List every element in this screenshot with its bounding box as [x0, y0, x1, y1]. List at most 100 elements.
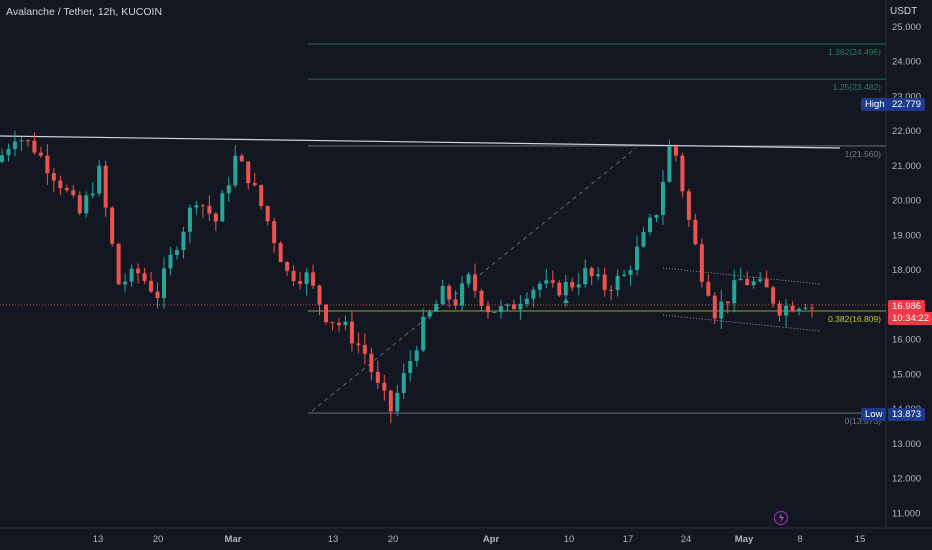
lightning-icon[interactable] — [773, 510, 789, 526]
candle-body — [434, 303, 439, 312]
candle-body — [673, 146, 678, 156]
candle-body — [246, 161, 251, 184]
candle-body — [777, 303, 782, 316]
fib-level-label: 0.382(16.809) — [828, 314, 881, 324]
candle-body — [64, 188, 69, 191]
candle-body — [84, 195, 89, 214]
candle-body — [699, 244, 704, 282]
candle-body — [239, 155, 244, 162]
candle-body — [511, 304, 516, 310]
candle-body — [324, 304, 328, 323]
candle-body — [395, 392, 400, 412]
candle-body — [298, 281, 303, 284]
candle-body — [693, 219, 698, 245]
candle-body — [667, 146, 672, 182]
x-tick-label: 13 — [328, 534, 339, 545]
candle-body — [648, 217, 652, 233]
last-price-badge: 16.986 — [888, 300, 926, 313]
candle-body — [641, 232, 646, 247]
currency-label: USDT — [890, 6, 918, 17]
x-tick-label: Mar — [225, 534, 242, 545]
candle-body — [207, 205, 212, 214]
candle-body — [550, 280, 555, 283]
candle-body — [356, 343, 361, 345]
candle-body — [784, 305, 789, 316]
candle-body — [388, 390, 393, 412]
candle-body — [187, 207, 192, 232]
y-tick-label: 23.000 — [892, 91, 921, 102]
candle-body — [265, 206, 270, 222]
y-tick-label: 18.000 — [892, 265, 921, 276]
x-tick-label: 17 — [623, 534, 634, 545]
candle-body — [349, 321, 354, 344]
candle-body — [330, 322, 335, 324]
candle-body — [343, 321, 348, 326]
candle-body — [71, 190, 76, 196]
candle-body — [51, 173, 56, 181]
candle-body — [25, 140, 30, 142]
candle-body — [531, 289, 536, 299]
candle-body — [486, 305, 490, 313]
y-tick-label: 22.000 — [892, 126, 921, 137]
candle-body — [654, 215, 659, 218]
candle-body — [544, 280, 549, 284]
candle-body — [136, 268, 141, 274]
y-tick-label: 19.000 — [892, 230, 921, 241]
candle-body — [570, 281, 575, 288]
y-tick-label: 15.000 — [892, 369, 921, 380]
candle-body — [537, 283, 542, 290]
y-tick-label: 12.000 — [892, 474, 921, 485]
candle-body — [505, 304, 510, 306]
candle-body — [272, 221, 277, 244]
candle-body — [589, 268, 594, 277]
candle-body — [660, 181, 665, 216]
candle-body — [116, 243, 121, 285]
candle-body — [162, 268, 166, 298]
candle-body — [745, 278, 750, 286]
candle-body — [278, 243, 283, 263]
low-value-badge: 13.873 — [888, 408, 926, 421]
x-tick-label: 8 — [797, 534, 802, 545]
candle-body — [557, 282, 562, 296]
x-tick-label: 15 — [855, 534, 866, 545]
x-tick-label: May — [735, 534, 754, 545]
candle-body — [213, 213, 218, 222]
candle-body — [285, 262, 290, 271]
candle-body — [810, 307, 814, 309]
x-tick-label: 20 — [388, 534, 399, 545]
candle-body — [0, 155, 4, 162]
x-tick-label: 24 — [681, 534, 692, 545]
candle-body — [518, 303, 523, 310]
candle-body — [97, 165, 102, 194]
candle-body — [32, 140, 37, 153]
candle-body — [220, 193, 225, 222]
high-value-badge: 22.779 — [888, 98, 926, 111]
signal-marker — [563, 298, 569, 303]
resistance-trendline — [0, 135, 841, 149]
candle-body — [45, 155, 50, 174]
candle-body — [194, 205, 199, 208]
candle-body — [466, 274, 471, 284]
candle-body — [427, 311, 432, 317]
candle-body — [12, 141, 17, 149]
fib-level-label: 1.382(24.496) — [828, 47, 881, 57]
candle-body — [797, 308, 802, 312]
candle-body — [473, 274, 478, 291]
candle-body — [460, 283, 465, 306]
candle-body — [362, 344, 367, 354]
x-tick-label: 20 — [153, 534, 164, 545]
candle-body — [38, 152, 43, 156]
candle-body — [110, 207, 115, 244]
chart-title: Avalanche / Tether, 12h, KUCOIN — [6, 6, 163, 18]
candle-body — [622, 274, 627, 276]
candle-body — [233, 155, 238, 186]
candle-body — [129, 268, 134, 282]
candle-body — [252, 183, 257, 186]
candle-body — [706, 281, 711, 296]
candle-body — [524, 298, 529, 304]
candle-body — [758, 279, 763, 282]
candle-body — [375, 371, 380, 383]
candle-body — [19, 140, 24, 142]
candle-body — [6, 148, 11, 156]
